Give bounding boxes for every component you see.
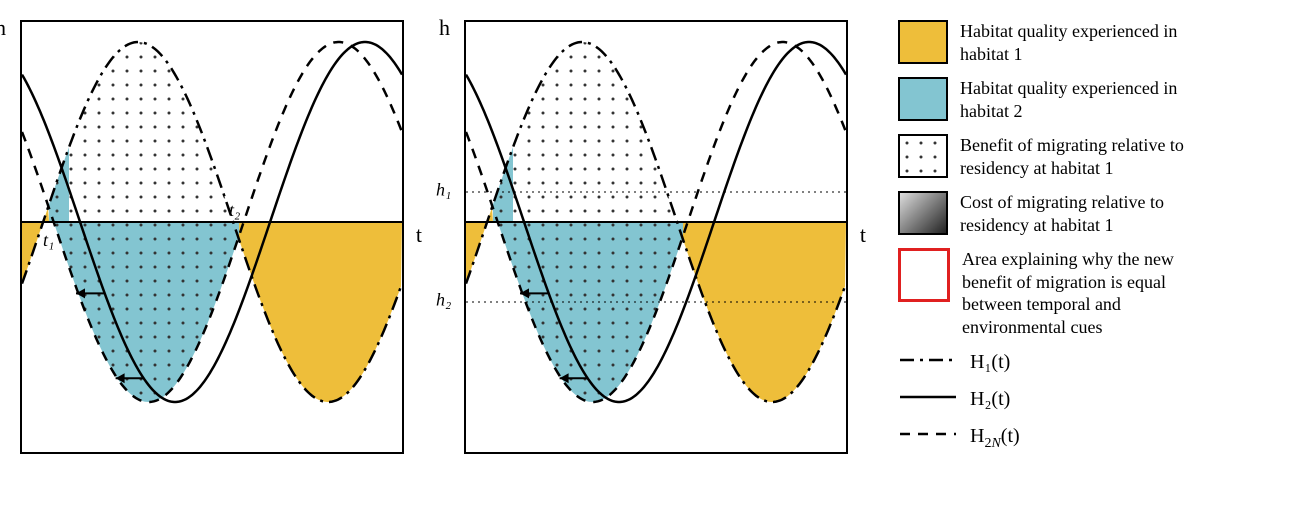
t2-label: t₂ xyxy=(229,200,240,220)
t1-label: t₁ xyxy=(43,230,54,250)
legend-item: Habitat quality experienced in habitat 2 xyxy=(898,77,1192,122)
panel-a-wrap: h t t₁t₂ xyxy=(20,20,404,454)
legend: Habitat quality experienced in habitat 1… xyxy=(898,20,1192,453)
legend-label: Habitat quality experienced in habitat 1 xyxy=(960,20,1190,65)
panel-a: t₁ t₂ xyxy=(20,20,404,454)
legend-swatch-gradient xyxy=(898,191,948,235)
legend-swatch-red xyxy=(898,248,950,302)
figure-container: h t t₁t₂ h t h₁h₂ Habitat quality experi… xyxy=(20,20,1283,454)
legend-item: Habitat quality experienced in habitat 1 xyxy=(898,20,1192,65)
legend-swatch-dotted xyxy=(898,134,948,178)
panel-group: h t t₁t₂ h t h₁h₂ xyxy=(20,20,848,454)
legend-label: H₁(t) xyxy=(970,350,1010,375)
legend-label: H2N(t) xyxy=(970,424,1020,453)
legend-item: Area explaining why the new benefit of m… xyxy=(898,248,1192,338)
legend-label: H₂(t) xyxy=(970,387,1010,412)
panel-a-y-label: h xyxy=(0,15,6,41)
legend-item: Benefit of migrating relative to residen… xyxy=(898,134,1192,179)
legend-item: H₁(t) xyxy=(898,350,1192,375)
legend-label: Benefit of migrating relative to residen… xyxy=(960,134,1190,179)
h1-label: h₁ xyxy=(436,180,451,201)
legend-item: Cost of migrating relative to residency … xyxy=(898,191,1192,236)
panel-b-x-label: t xyxy=(860,222,866,248)
legend-item: H₂(t) xyxy=(898,387,1192,412)
panel-a-x-label: t xyxy=(416,222,422,248)
legend-swatch xyxy=(898,20,948,64)
panel-b-y-label: h xyxy=(439,15,450,41)
legend-label: Habitat quality experienced in habitat 2 xyxy=(960,77,1190,122)
legend-label: Cost of migrating relative to residency … xyxy=(960,191,1190,236)
panel-b-wrap: h t h₁h₂ xyxy=(464,20,848,454)
legend-line-sample xyxy=(898,387,958,407)
legend-line-sample xyxy=(898,350,958,370)
legend-item: H2N(t) xyxy=(898,424,1192,453)
panel-b xyxy=(464,20,848,454)
h2-label: h₂ xyxy=(436,290,451,311)
legend-swatch xyxy=(898,77,948,121)
legend-line-sample xyxy=(898,424,958,444)
legend-label: Area explaining why the new benefit of m… xyxy=(962,248,1192,338)
